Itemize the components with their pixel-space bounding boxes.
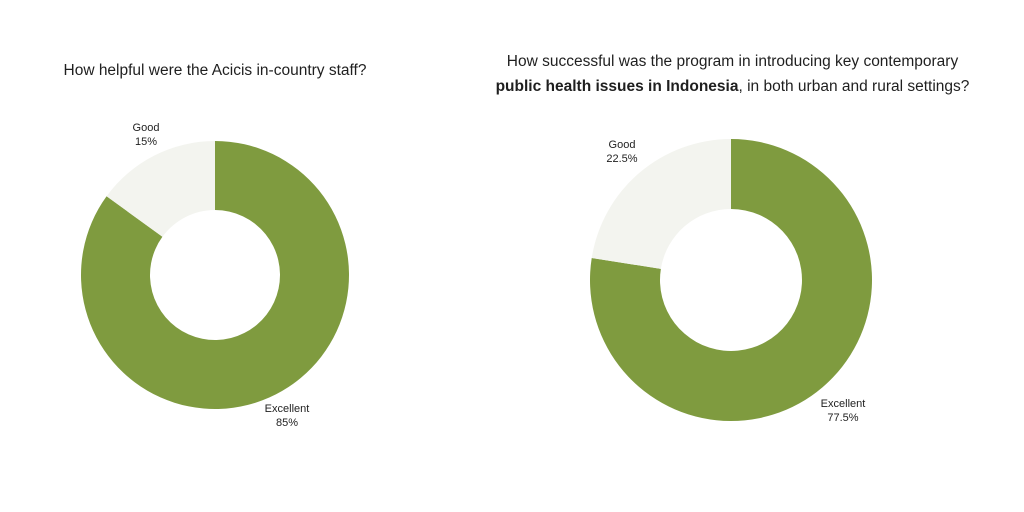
chart-1-label-excellent: Excellent	[265, 403, 310, 415]
chart-1-value-excellent: 85%	[276, 417, 298, 429]
chart-1-title: How helpful were the Acicis in-country s…	[63, 62, 367, 79]
chart-1-label-good: Good	[133, 122, 160, 134]
chart-1-value-good: 15%	[135, 136, 157, 148]
chart-1-slice-excellent	[81, 141, 349, 409]
chart-2-title-bold: public health issues in Indonesia	[495, 78, 739, 95]
chart-2-slice-excellent	[590, 139, 872, 421]
chart-1-slice-good	[106, 141, 215, 237]
chart-2-title-line1: How successful was the program in introd…	[506, 53, 959, 70]
chart-2-value-good: 22.5%	[606, 153, 637, 165]
chart-2-value-excellent: 77.5%	[827, 412, 858, 424]
chart-2-title-rest: , in both urban and rural settings?	[738, 78, 970, 95]
chart-2-label-excellent: Excellent	[821, 398, 866, 410]
chart-2-slice-good	[591, 139, 731, 269]
chart-2-label-good: Good	[609, 139, 636, 151]
chart-2-title: How successful was the program in introd…	[445, 49, 1020, 99]
